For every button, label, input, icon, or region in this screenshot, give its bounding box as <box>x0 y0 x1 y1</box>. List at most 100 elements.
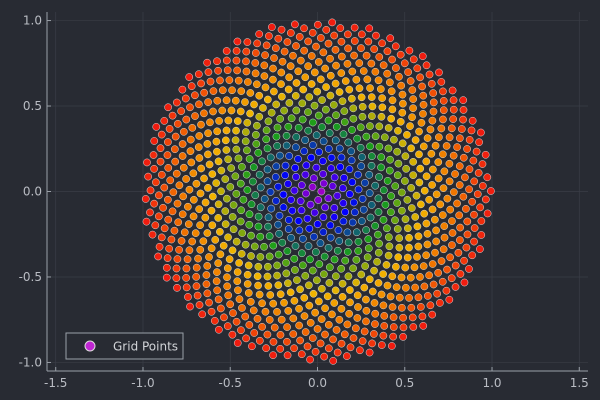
data-point <box>170 226 179 235</box>
data-point <box>241 240 250 249</box>
data-point <box>299 85 308 94</box>
data-point <box>220 313 228 322</box>
data-point <box>239 195 248 204</box>
data-point <box>477 217 486 225</box>
data-point <box>214 295 223 304</box>
data-point <box>326 233 335 242</box>
data-point <box>377 112 386 121</box>
data-point <box>308 334 317 342</box>
data-point <box>243 280 252 288</box>
data-point <box>439 150 447 159</box>
data-point <box>215 325 223 334</box>
data-point <box>306 355 314 364</box>
data-point <box>443 194 452 203</box>
data-point <box>417 303 425 311</box>
data-point <box>224 291 233 300</box>
data-point <box>157 233 166 242</box>
data-point <box>244 289 253 297</box>
data-point <box>310 208 319 217</box>
data-point <box>204 68 213 76</box>
data-point <box>378 94 386 102</box>
data-point <box>188 237 196 246</box>
data-point <box>419 91 428 100</box>
data-point <box>267 108 276 117</box>
data-point <box>195 205 204 213</box>
data-point <box>253 121 261 130</box>
data-point <box>343 352 351 360</box>
data-point <box>293 276 301 284</box>
legend-marker <box>84 340 96 352</box>
data-point <box>428 181 436 189</box>
data-point <box>160 117 169 125</box>
data-point <box>291 143 300 152</box>
data-point <box>203 289 212 298</box>
data-point <box>415 127 423 136</box>
data-point <box>285 73 294 82</box>
data-point <box>431 215 439 224</box>
data-point <box>326 221 335 230</box>
data-point <box>256 203 265 212</box>
data-point <box>440 167 449 176</box>
data-point <box>200 174 208 183</box>
data-point <box>160 224 169 233</box>
data-point <box>383 69 392 78</box>
data-point <box>295 321 303 330</box>
data-point <box>350 51 358 60</box>
data-point <box>455 181 464 189</box>
data-point <box>278 92 286 101</box>
data-point <box>196 245 205 254</box>
data-point <box>175 181 184 190</box>
data-point <box>383 281 392 290</box>
data-point <box>205 253 213 261</box>
data-point <box>188 123 197 132</box>
data-point <box>246 297 255 306</box>
data-point <box>283 337 291 346</box>
data-point <box>465 165 474 174</box>
data-point <box>445 133 454 142</box>
data-point <box>227 106 236 115</box>
data-point <box>405 233 413 242</box>
data-point <box>371 309 380 318</box>
data-point <box>403 130 411 139</box>
data-point <box>331 286 340 295</box>
data-point <box>289 314 298 323</box>
axes <box>46 12 588 372</box>
data-point <box>300 293 309 302</box>
data-point <box>222 146 231 154</box>
data-point <box>487 187 495 195</box>
data-point <box>328 18 336 27</box>
data-point <box>348 218 357 227</box>
data-point <box>217 304 225 313</box>
data-point <box>276 290 285 299</box>
data-point <box>157 170 166 179</box>
data-point <box>392 262 400 271</box>
data-point <box>394 126 402 135</box>
data-point <box>178 152 187 160</box>
data-point <box>481 195 490 204</box>
data-point <box>189 169 198 178</box>
data-point <box>304 62 312 71</box>
data-point <box>255 170 264 179</box>
data-point <box>337 52 346 61</box>
data-point <box>272 197 280 205</box>
data-point <box>367 59 376 68</box>
data-point <box>264 262 272 271</box>
data-point <box>294 67 303 76</box>
data-point <box>297 350 306 359</box>
data-point <box>251 59 260 67</box>
data-point <box>378 39 386 48</box>
data-point <box>450 188 458 196</box>
data-point <box>310 174 318 183</box>
x-tick-label: 1.5 <box>570 376 589 390</box>
data-point <box>284 307 293 315</box>
data-point <box>218 106 227 115</box>
data-point <box>325 129 334 137</box>
data-point <box>309 289 318 298</box>
data-point <box>310 101 319 110</box>
data-point <box>263 330 272 339</box>
data-point <box>315 260 324 268</box>
data-point <box>262 126 271 135</box>
data-point <box>340 107 349 116</box>
data-point <box>411 283 419 292</box>
data-point <box>420 282 429 291</box>
